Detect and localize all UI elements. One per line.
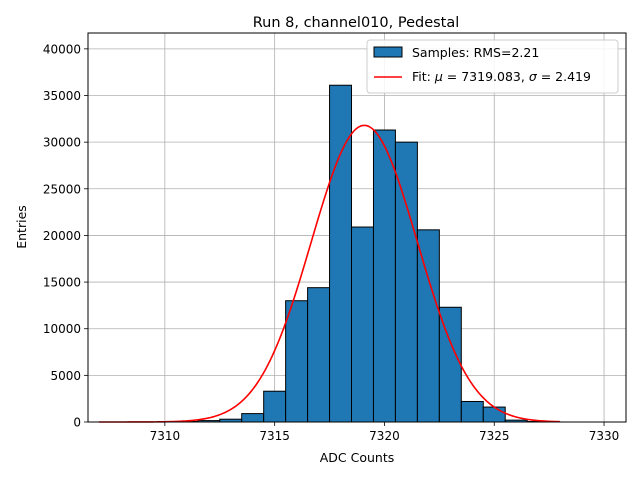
legend-fit-prefix: Fit: xyxy=(412,69,435,84)
y-tick-label: 15000 xyxy=(43,276,81,290)
legend-histogram-swatch xyxy=(374,47,402,57)
legend-fit-sigma-value: = 2.419 xyxy=(537,69,591,84)
histogram-bar xyxy=(395,142,417,422)
y-tick-label: 35000 xyxy=(43,89,81,103)
x-tick-label: 7320 xyxy=(369,429,400,443)
y-tick-label: 30000 xyxy=(43,136,81,150)
y-tick-label: 40000 xyxy=(43,42,81,56)
legend-fit-label: Fit: μ = 7319.083, σ = 2.419 xyxy=(412,69,591,84)
y-tick-label: 25000 xyxy=(43,182,81,196)
x-tick-label: 7315 xyxy=(259,429,290,443)
histogram-bar xyxy=(330,85,352,422)
x-tick-label: 7325 xyxy=(479,429,510,443)
histogram-bar xyxy=(264,391,286,422)
chart-title: Run 8, channel010, Pedestal xyxy=(253,15,460,31)
histogram-bar xyxy=(286,301,308,422)
y-tick-label: 10000 xyxy=(43,322,81,336)
x-tick-label: 7310 xyxy=(150,429,181,443)
histogram-bar xyxy=(439,307,461,422)
histogram-bar xyxy=(461,401,483,422)
y-axis-label: Entries xyxy=(14,205,29,249)
y-tick-label: 0 xyxy=(73,416,81,430)
legend-fit-mu-symbol: μ xyxy=(434,69,443,84)
legend-fit-mu-value: = 7319.083, xyxy=(443,69,529,84)
legend-histogram-label: Samples: RMS=2.21 xyxy=(412,45,539,60)
histogram-bar xyxy=(483,407,505,422)
y-tick-label: 5000 xyxy=(50,369,81,383)
x-tick-label: 7330 xyxy=(589,429,620,443)
x-axis-label: ADC Counts xyxy=(320,450,395,465)
histogram-bar xyxy=(352,227,374,422)
legend: Samples: RMS=2.21 Fit: μ = 7319.083, σ =… xyxy=(367,40,618,93)
histogram-bar xyxy=(373,130,395,422)
histogram-bar xyxy=(242,414,264,422)
y-tick-label: 20000 xyxy=(43,229,81,243)
histogram-bar xyxy=(417,230,439,422)
histogram-bar xyxy=(308,288,330,422)
